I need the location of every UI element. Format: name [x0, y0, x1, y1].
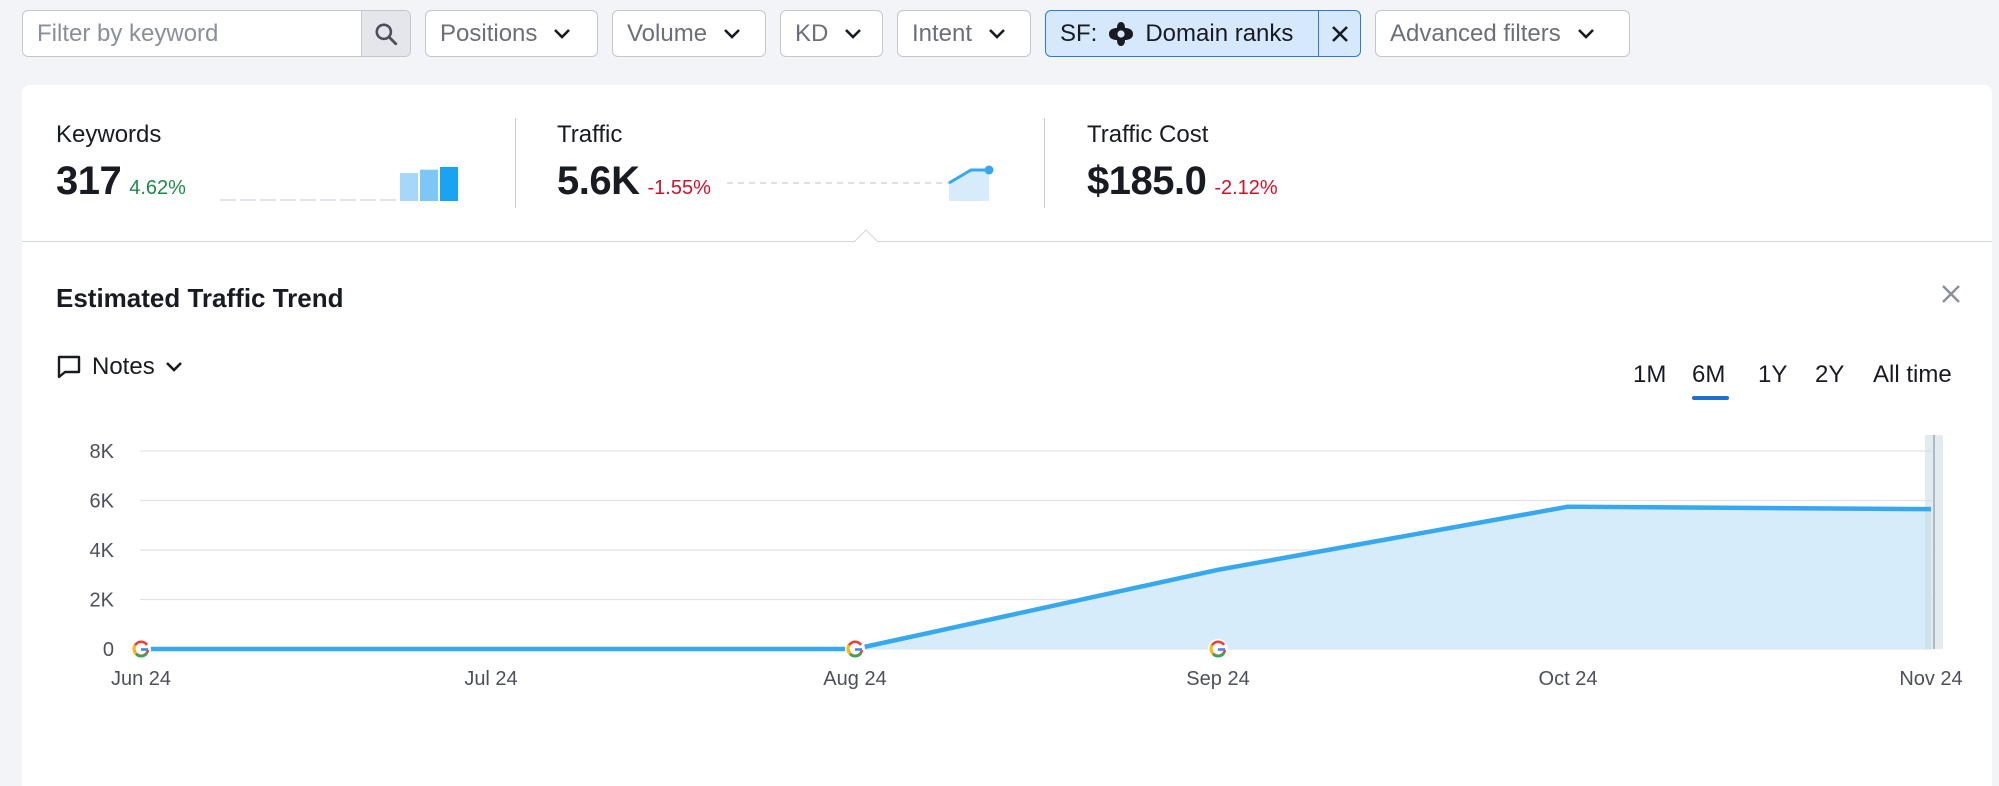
metric-traffic-label: Traffic [557, 121, 623, 148]
keywords-bar [280, 199, 296, 201]
x-tick-label: Jul 24 [464, 668, 517, 690]
volume-dropdown[interactable]: Volume [612, 10, 766, 57]
advanced-filters-dropdown[interactable]: Advanced filters [1375, 10, 1630, 57]
x-tick-label: Jun 24 [111, 668, 171, 690]
chevron-down-icon [845, 28, 862, 39]
kd-dropdown[interactable]: KD [780, 10, 883, 57]
keyword-search-input[interactable] [23, 11, 361, 56]
sf-label: Domain ranks [1145, 19, 1294, 47]
volume-dropdown-label: Volume [627, 19, 708, 47]
traffic-area [141, 506, 1931, 649]
sf-prefix: SF: [1060, 19, 1098, 47]
metric-keywords-value: 317 [56, 159, 122, 203]
traffic-trend-chart: 0 2K 4K 6K 8K Jun 24 Jul 24 Aug 24 Sep 24 Oct 24 N… [90, 435, 1963, 690]
range-tab-6m[interactable]: 6M [1692, 361, 1726, 388]
metric-traffic-delta: -1.55% [647, 177, 711, 199]
traffic-line [141, 504, 1932, 652]
metric-traffic[interactable]: Traffic 5.6K -1.55% [557, 121, 711, 204]
metric-traffic-value: 5.6K [557, 159, 640, 203]
chevron-down-icon [989, 28, 1005, 39]
trend-close-button[interactable] [1940, 283, 1962, 310]
x-tick-label: Oct 24 [1539, 668, 1598, 690]
search-icon [375, 22, 398, 45]
serp-features-chip: SF: Domain ranks [1045, 10, 1361, 57]
positions-dropdown-label: Positions [440, 19, 538, 47]
keywords-bar [320, 199, 336, 201]
x-tick-label: Nov 24 [1899, 668, 1962, 690]
keywords-bar [300, 199, 316, 201]
x-tick-label: Sep 24 [1186, 668, 1249, 690]
keyword-search [22, 10, 411, 57]
trend-title: Estimated Traffic Trend [56, 283, 344, 313]
keywords-bar [420, 169, 438, 201]
google-update-icon[interactable] [131, 639, 151, 659]
notes-label: Notes [92, 353, 155, 380]
serp-features-filter[interactable]: SF: Domain ranks [1046, 11, 1318, 56]
keywords-bar [400, 173, 418, 201]
y-tick-label: 2K [90, 590, 115, 612]
intent-dropdown[interactable]: Intent [897, 10, 1031, 57]
range-tab-active-indicator [1692, 396, 1729, 400]
search-button[interactable] [361, 11, 410, 56]
metric-divider [1044, 118, 1045, 208]
traffic-sparkline [727, 165, 994, 201]
intent-dropdown-label: Intent [912, 19, 973, 47]
range-tab-all-time[interactable]: All time [1873, 361, 1952, 388]
keywords-bar [440, 167, 458, 201]
metric-keywords-label: Keywords [56, 121, 162, 148]
range-tab-2y[interactable]: 2Y [1815, 361, 1845, 388]
google-update-icon[interactable] [845, 639, 865, 659]
close-icon [1331, 25, 1348, 42]
positions-dropdown[interactable]: Positions [425, 10, 598, 57]
metric-traffic-cost-delta: -2.12% [1214, 177, 1278, 199]
metric-keywords[interactable]: Keywords 317 4.62% [56, 121, 186, 204]
range-tab-1y[interactable]: 1Y [1758, 361, 1788, 388]
comment-icon [57, 355, 81, 379]
close-icon [1942, 285, 1960, 303]
chevron-down-icon [1577, 28, 1594, 39]
metric-traffic-cost-value: $185.0 [1087, 159, 1207, 203]
metric-divider [515, 118, 516, 208]
metrics-row: Keywords 317 4.62% Traffic 5.6K -1.55% Tra… [22, 85, 1992, 242]
y-tick-label: 8K [90, 441, 115, 463]
chevron-down-icon [724, 28, 740, 39]
google-update-icon[interactable] [1208, 639, 1228, 659]
y-tick-label: 0 [103, 639, 114, 661]
keywords-bar [380, 199, 396, 201]
keywords-bar [260, 199, 276, 201]
chevron-down-icon [165, 362, 182, 372]
metric-traffic-cost-label: Traffic Cost [1087, 121, 1209, 148]
metric-traffic-cost[interactable]: Traffic Cost $185.0 -2.12% [1087, 121, 1278, 204]
keywords-bar [340, 199, 356, 201]
filter-bar: Positions Volume KD Intent SF: Domain ra… [22, 10, 1630, 57]
sf-clear-button[interactable] [1318, 11, 1360, 56]
notes-dropdown[interactable]: Notes [56, 353, 183, 381]
y-tick-label: 6K [90, 491, 115, 513]
kd-dropdown-label: KD [795, 19, 829, 47]
advanced-filters-label: Advanced filters [1390, 19, 1561, 47]
chevron-down-icon [554, 28, 571, 39]
keywords-bar [240, 199, 256, 201]
x-tick-label: Aug 24 [823, 668, 886, 690]
domain-ranks-icon [1109, 21, 1134, 46]
keywords-bar [220, 199, 236, 201]
y-tick-label: 4K [90, 540, 115, 562]
metric-keywords-delta: 4.62% [129, 177, 186, 199]
keywords-sparkline [220, 167, 458, 201]
range-tab-1m[interactable]: 1M [1633, 361, 1667, 388]
keywords-bar [360, 199, 376, 201]
overview-card: Keywords 317 4.62% Traffic 5.6K -1.55% Tra… [22, 85, 1992, 786]
